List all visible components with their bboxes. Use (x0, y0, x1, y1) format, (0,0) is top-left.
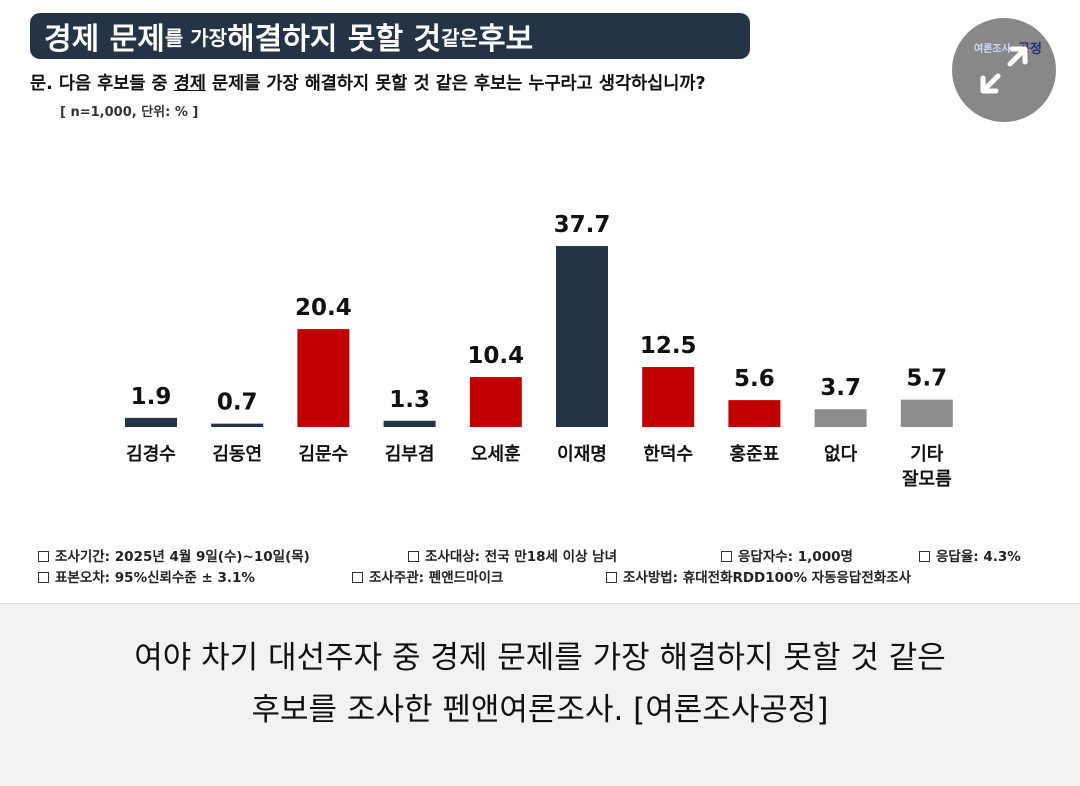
title-part-3: 해결하지 못할 것 (227, 22, 442, 57)
category-label: 오세훈 (471, 443, 521, 465)
question-suffix: 문제를 가장 해결하지 못할 것 같은 후보는 누구라고 생각하십니까? (205, 74, 706, 94)
category-label: 기타 (910, 444, 944, 465)
square-bullet-icon (408, 550, 419, 562)
bar-6 (642, 367, 695, 427)
square-bullet-icon (38, 550, 49, 562)
bar-value-label: 3.7 (820, 375, 861, 401)
bar-4 (469, 377, 522, 427)
bar-value-label: 1.9 (131, 384, 172, 410)
title-part-1: 경제 문제 (44, 22, 165, 57)
category-label: 김경수 (126, 444, 176, 465)
survey-footnotes: 조사기간: 2025년 4월 9일(수)~10일(목) 조사대상: 전국 만18… (38, 547, 1021, 589)
bar-value-label: 12.5 (640, 333, 697, 359)
survey-slide: 경제 문제 를 가장 해결하지 못할 것 같은 후보 문. 다음 후보들 중 경… (0, 0, 1080, 604)
bar-7 (728, 400, 781, 427)
footnote-error: 표본오차: 95%신뢰수준 ± 3.1% (55, 570, 255, 586)
footnote-row-2: 표본오차: 95%신뢰수준 ± 3.1% 조사주관: 펜앤드마이크 조사방법: … (38, 568, 1021, 589)
title-part-4: 같은 (441, 25, 478, 50)
footnote-row-1: 조사기간: 2025년 4월 9일(수)~10일(목) 조사대상: 전국 만18… (38, 547, 1021, 568)
square-bullet-icon (919, 550, 930, 562)
title-part-5: 후보 (477, 22, 534, 57)
footnote-response-rate: 응답율: 4.3% (936, 549, 1021, 565)
question-prefix: 문. 다음 후보들 중 (30, 74, 174, 94)
bar-3 (383, 420, 436, 427)
image-caption: 여야 차기 대선주자 중 경제 문제를 가장 해결하지 못할 것 같은 후보를 … (0, 632, 1080, 736)
bar-1 (211, 423, 264, 427)
category-label: 김부겸 (385, 444, 435, 465)
bar-value-label: 37.7 (554, 212, 611, 238)
category-label: 김문수 (299, 444, 349, 465)
square-bullet-icon (721, 550, 732, 562)
footnote-target: 조사대상: 전국 만18세 이상 남녀 (425, 549, 618, 565)
bar-value-label: 20.4 (295, 295, 352, 321)
footnote-period: 조사기간: 2025년 4월 9일(수)~10일(목) (55, 549, 310, 565)
caption-line-1: 여야 차기 대선주자 중 경제 문제를 가장 해결하지 못할 것 같은 (134, 640, 946, 676)
bar-9 (900, 399, 953, 427)
square-bullet-icon (38, 571, 49, 583)
bar-5 (556, 246, 608, 427)
category-label: 없다 (824, 444, 858, 465)
question-underlined: 경제 (173, 74, 206, 94)
bar-2 (297, 329, 350, 427)
square-bullet-icon (352, 571, 363, 583)
expand-arrows-icon (980, 46, 1028, 94)
footnote-sponsor: 조사주관: 펜앤드마이크 (369, 570, 504, 586)
bar-0 (125, 417, 177, 427)
footnote-respondents: 응답자수: 1,000명 (738, 549, 853, 565)
caption-line-2: 후보를 조사한 펜앤여론조사. [여론조사공정] (251, 692, 829, 728)
survey-question: 문. 다음 후보들 중 경제 문제를 가장 해결하지 못할 것 같은 후보는 누… (30, 70, 706, 95)
bar-value-label: 5.7 (906, 366, 947, 392)
bar-value-label: 10.4 (467, 343, 524, 369)
sample-note: [ n=1,000, 단위: % ] (60, 105, 199, 120)
bar-chart: 1.9 김경수 0.7 김동연 20.4 김문수 1.3 김부겸 10.4 오세훈 37.7 이재명 1… (125, 212, 953, 490)
category-label: 잘모름 (902, 469, 952, 490)
footnote-method: 조사방법: 휴대전화RDD100% 자동응답전화조사 (623, 570, 912, 586)
bar-value-label: 1.3 (389, 387, 430, 413)
logo-text: 여론조사 (974, 44, 1011, 55)
chart-title: 경제 문제 를 가장 해결하지 못할 것 같은 후보 (30, 13, 750, 59)
category-label: 이재명 (557, 444, 607, 465)
title-part-2: 를 가장 (164, 25, 228, 50)
expand-image-button[interactable]: 여론조사 공정 (952, 18, 1056, 122)
category-label: 김동연 (212, 444, 262, 465)
bar-value-label: 0.7 (217, 390, 258, 416)
category-label: 한덕수 (643, 444, 693, 465)
square-bullet-icon (606, 571, 617, 583)
bar-value-label: 5.6 (734, 366, 775, 392)
bar-8 (814, 409, 867, 427)
category-label: 홍준표 (730, 443, 780, 465)
